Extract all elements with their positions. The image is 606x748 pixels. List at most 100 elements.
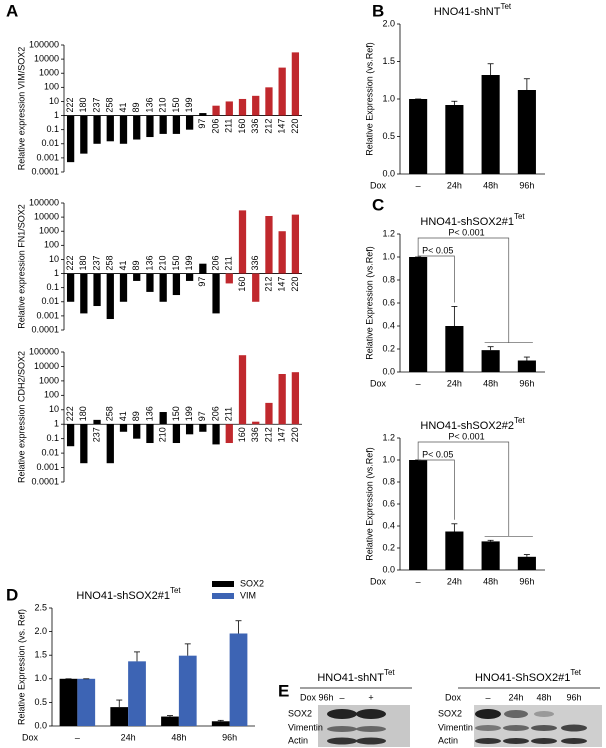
blot-title: HNO41-ShSOX2#1Tet: [475, 668, 582, 684]
y-tick-label: 0.0: [382, 366, 395, 376]
bar: [159, 115, 167, 134]
bar: [212, 273, 220, 314]
blot-treatment: Dox: [445, 692, 462, 702]
category-label: 258: [105, 256, 115, 271]
y-tick-label: 0.0001: [31, 324, 59, 334]
y-tick-label: 1.2: [382, 228, 395, 238]
panel-label: E: [278, 681, 289, 700]
bar: [199, 263, 207, 274]
category-label: 160: [237, 119, 247, 134]
category-label: 150: [171, 256, 181, 271]
bar: [185, 115, 194, 130]
x-tick-label: 96h: [519, 180, 534, 190]
y-tick-label: 1.5: [382, 56, 395, 66]
category-label: 41: [118, 261, 128, 271]
bar: [93, 419, 101, 425]
bar: [146, 115, 154, 138]
row-label: Vimentin: [438, 722, 473, 732]
bar: [409, 460, 428, 570]
x-tick-label: –: [416, 378, 421, 388]
y-tick-label: 0.5: [382, 131, 395, 141]
band: [356, 709, 386, 719]
lane-label: 96h: [566, 692, 581, 702]
annotation: P< 0.001: [448, 227, 484, 237]
bar: [481, 350, 500, 372]
y-tick-label: 0.0: [382, 168, 395, 178]
category-label: 222: [65, 256, 75, 271]
y-tick-label: 10000: [34, 53, 59, 63]
bar: [265, 87, 273, 116]
y-tick-label: 1000: [39, 226, 59, 236]
chart-title-main: HNO41-shNT: [434, 6, 501, 18]
y-tick-label: 0.1: [46, 282, 59, 292]
annotation: P< 0.05: [422, 449, 453, 459]
category-label: 180: [78, 406, 88, 421]
x-tick-label: 48h: [483, 180, 498, 190]
category-label: 180: [78, 98, 88, 113]
bar: [161, 716, 179, 726]
y-tick-label: 2.0: [34, 626, 47, 636]
bar: [93, 273, 101, 307]
y-tick-label: 0.01: [41, 138, 59, 148]
bar: [225, 101, 233, 116]
y-tick-label: 0.2: [382, 542, 395, 552]
bar: [211, 721, 230, 726]
y-tick-label: 1: [54, 419, 59, 429]
chart-title-main: HNO41-shSOX2#2: [420, 420, 514, 432]
band: [503, 725, 529, 731]
category-label: 97: [197, 411, 207, 421]
chart-title-main: HNO41-shSOX2#1: [76, 590, 170, 602]
category-label: 206: [210, 119, 220, 134]
category-label: 222: [65, 98, 75, 113]
y-tick-label: 100000: [29, 346, 59, 356]
category-label: 89: [131, 261, 141, 271]
bar: [252, 273, 260, 302]
bar: [212, 424, 220, 445]
bar: [106, 115, 114, 142]
band: [327, 737, 357, 745]
bar: [133, 424, 141, 439]
y-tick-label: 10: [49, 96, 59, 106]
y-tick-label: 10000: [34, 361, 59, 371]
y-tick-label: 10000: [34, 211, 59, 221]
bar: [291, 214, 300, 274]
category-label: 199: [184, 406, 194, 421]
x-axis-label: Dox: [22, 732, 39, 742]
row-label: SOX2: [438, 708, 462, 718]
blot-treatment: Dox 96h: [300, 692, 334, 702]
x-tick-label: 24h: [447, 180, 462, 190]
y-tick-label: 0.0001: [31, 166, 59, 176]
y-tick-label: 1.0: [382, 251, 395, 261]
band: [475, 725, 501, 731]
bar: [159, 273, 167, 302]
category-label: 206: [210, 406, 220, 421]
category-label: 210: [158, 427, 168, 442]
category-label: 210: [158, 256, 168, 271]
bar: [445, 105, 464, 174]
bar: [128, 661, 146, 726]
bar: [278, 373, 286, 425]
bar: [225, 273, 233, 284]
x-tick-label: 24h: [121, 732, 136, 742]
bar: [77, 678, 96, 726]
category-label: 150: [171, 406, 181, 421]
bar: [225, 424, 233, 444]
category-label: 199: [184, 98, 194, 113]
category-label: 97: [197, 277, 207, 287]
band: [327, 709, 357, 719]
row-label: Vimentin: [288, 722, 323, 732]
category-label: 89: [131, 103, 141, 113]
y-axis-label: Relative expression CDH2/SOX2: [16, 351, 26, 483]
bar: [106, 424, 114, 464]
bar: [278, 67, 286, 116]
category-label: 147: [277, 427, 287, 442]
category-label: 41: [118, 411, 128, 421]
bar: [159, 412, 167, 425]
y-tick-label: 2.5: [34, 602, 47, 612]
bar: [517, 556, 536, 570]
y-tick-label: 1: [54, 268, 59, 278]
annotation: P< 0.05: [422, 245, 453, 255]
y-tick-label: 0.001: [36, 462, 59, 472]
x-tick-label: –: [416, 180, 421, 190]
panel-label: A: [6, 1, 18, 20]
